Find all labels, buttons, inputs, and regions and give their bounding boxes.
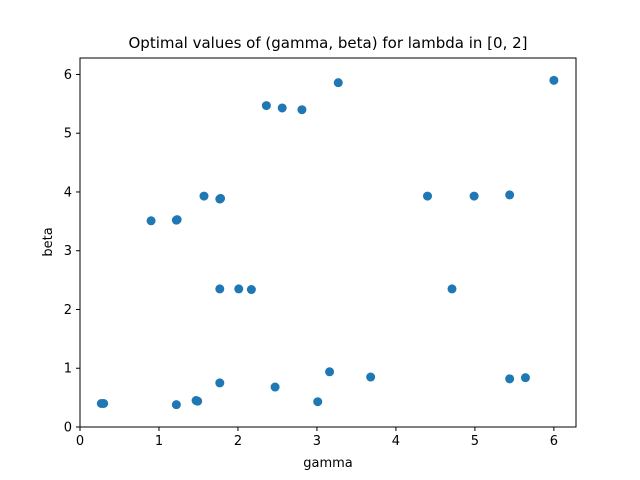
- scatter-point: [234, 284, 244, 294]
- x-axis-ticks: 0 1 2 3 4 5 6: [76, 427, 558, 449]
- scatter-point: [246, 285, 256, 295]
- scatter-point: [469, 191, 479, 201]
- points-layer: [96, 75, 559, 410]
- scatter-point: [277, 103, 287, 113]
- y-tick-label: 0: [64, 421, 72, 436]
- y-tick-label: 2: [64, 303, 72, 318]
- scatter-point: [171, 400, 181, 410]
- y-tick-label: 3: [64, 244, 72, 259]
- plot-frame: [79, 57, 577, 428]
- x-axis-label: gamma: [303, 456, 353, 471]
- x-tick-label: 6: [550, 434, 558, 449]
- y-axis-label: beta: [41, 227, 56, 256]
- scatter-point: [193, 396, 203, 406]
- scatter-point: [423, 191, 433, 201]
- scatter-point: [313, 397, 323, 407]
- scatter-point: [366, 372, 376, 382]
- y-axis-ticks: 0 1 2 3 4 5 6: [64, 68, 80, 436]
- y-tick-label: 4: [64, 185, 72, 200]
- scatter-point: [447, 284, 457, 294]
- x-tick-label: 4: [392, 434, 400, 449]
- x-tick-label: 2: [234, 434, 242, 449]
- scatter-point: [297, 105, 307, 115]
- scatter-point: [261, 101, 271, 111]
- scatter-point: [172, 215, 182, 225]
- scatter-point: [146, 216, 156, 226]
- y-tick-label: 5: [64, 127, 72, 142]
- x-tick-label: 1: [155, 434, 163, 449]
- scatter-point: [505, 190, 515, 200]
- y-tick-label: 1: [64, 362, 72, 377]
- scatter-point: [215, 284, 225, 294]
- scatter-point: [270, 382, 280, 392]
- x-tick-label: 0: [76, 434, 84, 449]
- scatter-point: [549, 75, 559, 85]
- scatter-point: [520, 373, 530, 383]
- scatter-point: [199, 191, 209, 201]
- scatter-point: [505, 374, 515, 384]
- scatter-point: [333, 78, 343, 88]
- y-tick-label: 6: [64, 68, 72, 83]
- scatter-point: [99, 398, 109, 408]
- scatter-point: [216, 193, 226, 203]
- scatter-point: [325, 367, 335, 377]
- x-tick-label: 3: [313, 434, 321, 449]
- x-tick-label: 5: [471, 434, 479, 449]
- scatter-point: [215, 378, 225, 388]
- chart-title: Optimal values of (gamma, beta) for lamb…: [129, 34, 528, 52]
